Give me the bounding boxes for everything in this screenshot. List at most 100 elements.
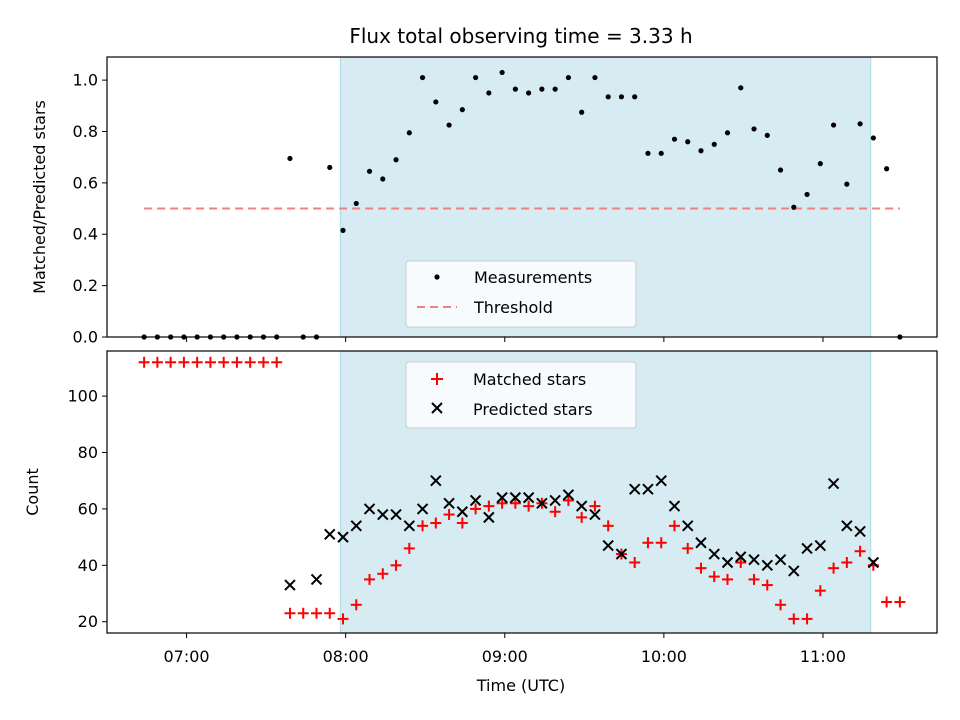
matched-star-point — [841, 557, 853, 568]
matched-star-point — [576, 511, 588, 523]
predicted-star-point — [628, 483, 641, 495]
measurement-point — [645, 150, 651, 156]
matched-star-point — [257, 356, 269, 368]
legend-predicted-label: Predicted stars — [473, 400, 593, 419]
matched-star-point — [337, 613, 349, 625]
measurement-point — [618, 94, 625, 100]
predicted-star-point — [602, 539, 614, 552]
measurement-point — [459, 107, 465, 113]
count-panel: 20 40 60 80 100 07:00 08:00 09:00 10:00 11:00 Co… — [23, 350, 938, 695]
measurement-point — [579, 109, 585, 115]
predicted-star-point — [854, 525, 866, 538]
predicted-star-point — [575, 500, 588, 512]
measurement-point — [499, 69, 505, 76]
count-legend: Matched stars Predicted stars — [405, 361, 637, 429]
matched-star-point — [523, 500, 535, 512]
y-tick-label: 80 — [78, 443, 98, 462]
matched-star-point — [894, 596, 906, 608]
predicted-star-point — [469, 494, 482, 507]
matched-star-point — [310, 607, 322, 619]
matched-star-point — [151, 356, 163, 368]
measurement-point — [433, 99, 439, 105]
measurement-point — [406, 130, 412, 136]
ratio-panel-frame — [106, 56, 938, 338]
measurement-point — [671, 136, 678, 142]
measurement-point — [711, 141, 717, 147]
matched-star-point — [748, 573, 760, 585]
predicted-star-point — [841, 520, 853, 532]
count-y-ticks: 20 40 60 80 100 — [67, 387, 107, 631]
x-tick-label: 07:00 — [163, 647, 209, 666]
y-tick-label: 100 — [67, 387, 98, 406]
ratio-y-axis-label: Matched/Predicted stars — [30, 100, 49, 294]
predicted-star-point — [390, 508, 402, 521]
predicted-star-point — [695, 537, 707, 549]
measurement-point — [724, 130, 731, 136]
measurement-point — [857, 121, 863, 127]
matched-star-point — [324, 607, 336, 619]
predicted-star-point — [536, 497, 548, 509]
measurement-point — [764, 132, 770, 138]
legend-matched-marker — [431, 373, 443, 385]
measurement-point — [817, 161, 823, 167]
legend-matched-label: Matched stars — [473, 370, 586, 389]
legend-threshold-label: Threshold — [473, 298, 553, 317]
predicted-star-point — [337, 531, 349, 543]
y-tick-label: 1.0 — [73, 71, 98, 90]
matched-star-point — [231, 356, 243, 368]
measurement-point — [366, 168, 373, 174]
matched-star-point — [828, 562, 840, 574]
matched-star-point — [284, 607, 296, 619]
matched-star-point — [204, 356, 216, 368]
count-legend-box — [405, 361, 637, 429]
matched-star-point — [244, 356, 256, 368]
measurement-point — [632, 94, 638, 100]
matched-star-point — [165, 356, 177, 368]
measurement-point — [738, 85, 744, 91]
ratio-legend: Measurements Threshold — [405, 260, 637, 328]
legend-predicted-marker — [431, 402, 443, 414]
predicted-star-point — [748, 553, 760, 566]
measurement-point — [327, 164, 333, 171]
x-axis-label: Time (UTC) — [476, 676, 565, 695]
predicted-star-point — [589, 508, 601, 521]
measurement-point — [472, 74, 479, 81]
matched-star-point — [801, 613, 813, 625]
x-tick-label: 09:00 — [482, 647, 528, 666]
y-tick-label: 40 — [78, 556, 98, 575]
measurement-point — [844, 181, 850, 187]
measurement-point — [512, 86, 518, 92]
y-tick-label: 0.2 — [73, 276, 98, 295]
matched-stars-points — [138, 356, 906, 625]
measurement-point — [777, 167, 784, 173]
x-tick-label: 08:00 — [323, 647, 369, 666]
matched-star-point — [364, 573, 376, 585]
predicted-star-point — [363, 503, 376, 515]
predicted-star-point — [774, 553, 787, 566]
count-x-ticks: 07:00 08:00 09:00 10:00 11:00 — [163, 633, 846, 666]
matched-star-point — [682, 542, 694, 554]
predicted-star-point — [443, 497, 455, 509]
predicted-star-point — [483, 511, 495, 524]
predicted-star-point — [310, 573, 323, 586]
predicted-star-point — [642, 483, 654, 495]
measurement-point — [486, 90, 492, 96]
ratio-y-ticks: 0.0 0.2 0.4 0.6 0.8 1.0 — [73, 71, 107, 347]
predicted-star-point — [496, 491, 508, 504]
predicted-star-point — [615, 548, 628, 560]
predicted-star-point — [509, 491, 522, 504]
count-panel-frame — [106, 350, 938, 634]
y-tick-label: 0.0 — [73, 328, 98, 347]
measurement-point — [870, 135, 876, 141]
measurement-point — [526, 90, 532, 96]
matched-star-point — [642, 537, 654, 549]
measurement-point — [605, 94, 611, 100]
predicted-star-point — [456, 506, 469, 518]
matched-star-point — [430, 517, 442, 529]
predicted-star-point — [682, 520, 694, 532]
predicted-star-point — [827, 477, 840, 490]
matched-star-point — [814, 585, 826, 597]
matched-star-point — [655, 537, 667, 549]
matched-star-point — [881, 596, 893, 608]
matched-star-point — [695, 562, 707, 574]
